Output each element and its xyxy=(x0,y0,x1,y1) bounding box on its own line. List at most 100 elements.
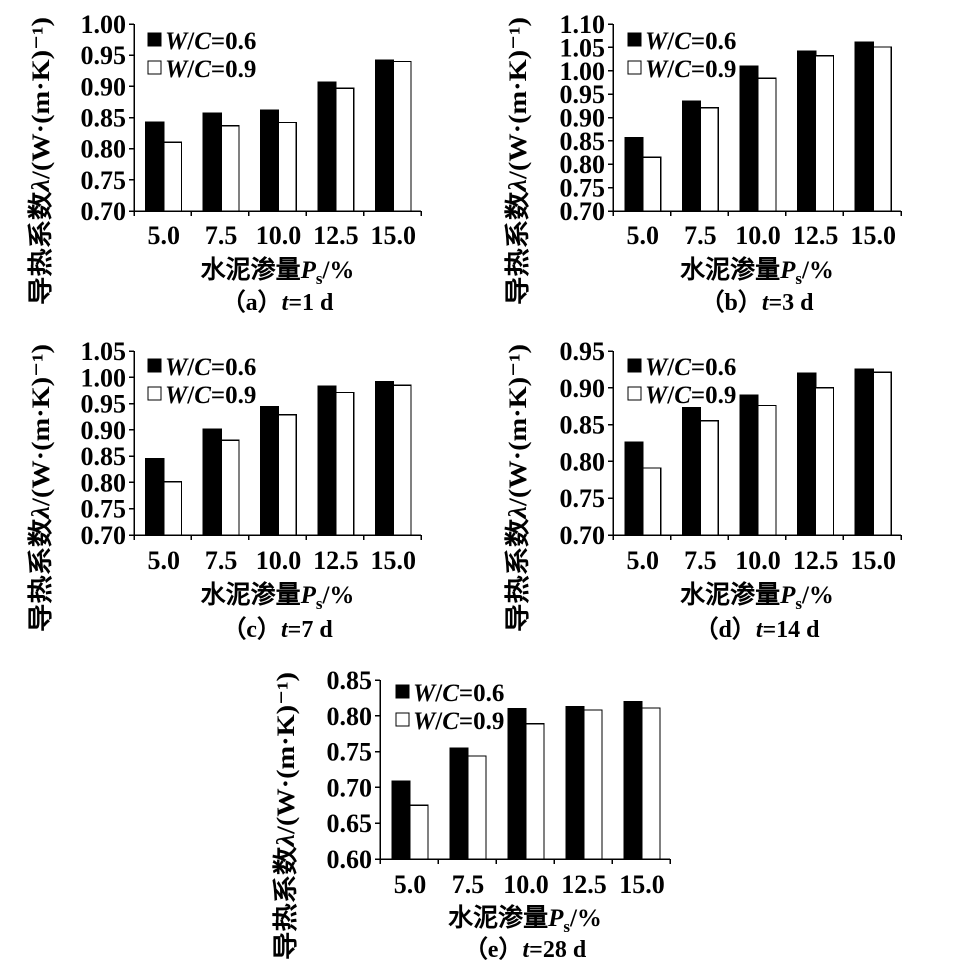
panel-d-y-axis-label: 导热系数λ/(W·(m·K)⁻¹) xyxy=(504,344,532,632)
panel-a-bar-s2-c4 xyxy=(335,87,355,212)
panel-a-y-tick-label: 0.75 xyxy=(81,166,127,195)
text-run: /% xyxy=(801,582,834,609)
panel-b-y-tick-label: 1.05 xyxy=(560,33,606,62)
panel-e-y-tick-label: 0.80 xyxy=(327,702,373,731)
panel-c-legend-swatch-2 xyxy=(147,386,162,401)
panel-c-bar-s1-c5 xyxy=(374,380,394,536)
panel-e-bar-s2-c2 xyxy=(467,755,487,860)
panel-a-category-label: 15.0 xyxy=(371,221,417,250)
text-run: C xyxy=(442,708,459,735)
text-run: t xyxy=(281,617,289,643)
panel-b-y-tick-label: 0.90 xyxy=(560,104,606,133)
text-run: C xyxy=(674,28,691,55)
panel-d-bar-s2-c3 xyxy=(757,404,777,536)
panel-c-y-tick-label: 0.75 xyxy=(81,495,127,524)
text-run: /% xyxy=(569,905,602,932)
text-run: 水泥渗量 xyxy=(680,255,780,284)
panel-b-y-tick-label: 0.85 xyxy=(560,127,606,156)
panel-a: 0.700.750.800.85 0.900.951.00 5.0 7.5 10.0 12… xyxy=(27,10,422,316)
text-run: 水泥渗量 xyxy=(448,903,548,932)
panel-d-bar-s1-c3 xyxy=(739,394,759,536)
text-run: =0.6 xyxy=(691,28,737,55)
panel-b-category-label: 10.0 xyxy=(735,221,781,250)
text-run: W xyxy=(645,56,669,83)
panel-e-y-tick-label: 0.70 xyxy=(327,773,373,802)
text-run: λ xyxy=(505,506,532,520)
panel-c-legend-label-1: W/C=0.6 xyxy=(165,354,256,381)
text-run: s xyxy=(316,594,323,613)
panel-a-bar-s2-c1 xyxy=(163,141,183,212)
text-run: （b） xyxy=(700,289,761,316)
text-run: W xyxy=(165,28,189,55)
panel-e-bar-s1-c2 xyxy=(449,747,469,860)
panel-b-category-label: 5.0 xyxy=(627,221,660,250)
text-run: λ xyxy=(28,506,55,520)
panel-c-x-axis-label: 水泥渗量Ps/% xyxy=(201,580,355,613)
panel-d-y-tick-label: 0.75 xyxy=(560,484,606,513)
panel-a-bar-s1-c3 xyxy=(260,109,280,212)
text-run: 导热系数 xyxy=(27,190,55,305)
panel-c-y-tick-label: 0.90 xyxy=(81,416,127,445)
panel-e-bar-s1-c1 xyxy=(391,780,411,860)
text-run: λ xyxy=(273,834,300,848)
text-run: =0.6 xyxy=(459,680,505,707)
text-run: P xyxy=(300,257,317,284)
text-run: C xyxy=(194,354,211,381)
text-run: W xyxy=(645,28,669,55)
panel-e-y-tick-label: 0.85 xyxy=(327,666,373,695)
text-run: P xyxy=(779,582,796,609)
text-run: W xyxy=(645,354,669,381)
text-run: =0.6 xyxy=(211,28,257,55)
text-run: C xyxy=(194,56,211,83)
text-run: =14 d xyxy=(763,617,821,643)
text-run: s xyxy=(795,594,802,613)
panel-b-y-tick-label: 0.70 xyxy=(560,197,606,226)
panel-e-legend-swatch-1 xyxy=(395,684,410,699)
text-run: P xyxy=(779,257,796,284)
panel-a-category-label: 12.5 xyxy=(313,221,359,250)
text-run: / xyxy=(666,28,675,55)
panel-d-bar-s2-c4 xyxy=(814,387,835,536)
text-run: =28 d xyxy=(529,937,587,963)
panel-c-y-tick-label: 0.70 xyxy=(81,521,127,550)
text-run: / xyxy=(186,28,195,55)
text-run: W xyxy=(165,382,189,409)
panel-d-y-tick-label: 0.70 xyxy=(560,521,606,550)
panel-b-legend-label-1: W/C=0.6 xyxy=(645,28,736,55)
text-run: / xyxy=(666,56,675,83)
panel-a-bar-s1-c1 xyxy=(145,121,165,212)
text-run: s xyxy=(316,269,323,288)
text-run: 导热系数 xyxy=(504,517,532,632)
panel-a-y-tick-label: 0.80 xyxy=(81,135,127,164)
text-run: =0.9 xyxy=(211,56,257,83)
text-run: =0.9 xyxy=(691,382,737,409)
text-run: =0.9 xyxy=(459,708,505,735)
text-run: / xyxy=(666,354,675,381)
panel-a-category-label: 10.0 xyxy=(256,221,302,250)
panel-a-y-tick-label: 0.70 xyxy=(81,197,127,226)
panel-c-y-axis-label: 导热系数λ/(W·(m·K)⁻¹) xyxy=(27,344,55,632)
panel-b-y-tick-label: 0.95 xyxy=(560,80,606,109)
text-run: C xyxy=(674,354,691,381)
text-run: C xyxy=(194,382,211,409)
text-run: C xyxy=(194,28,211,55)
panel-b-bar-s2-c2 xyxy=(699,107,719,212)
text-run: t xyxy=(756,617,764,643)
panel-b-caption: （b）t=3 d xyxy=(700,289,814,316)
panel-b-bar-s2-c1 xyxy=(642,156,662,212)
panel-b-legend-label-2: W/C=0.9 xyxy=(645,56,736,83)
panel-d-bar-s1-c2 xyxy=(681,407,702,536)
text-run: /(W·(m·K)⁻¹) xyxy=(505,17,532,180)
text-run: t xyxy=(282,290,290,316)
panel-b-y-axis-label: 导热系数λ/(W·(m·K)⁻¹) xyxy=(504,17,532,305)
panel-e-y-tick-label: 0.65 xyxy=(327,809,373,838)
text-run: /% xyxy=(321,582,354,609)
panel-b-y-tick-label: 1.10 xyxy=(560,10,606,39)
panel-d-y-tick-label: 0.95 xyxy=(560,337,606,366)
panel-c-bar-s1-c1 xyxy=(145,458,165,536)
text-run: 导热系数 xyxy=(504,190,532,305)
panel-a-category-label: 7.5 xyxy=(205,221,238,250)
text-run: （a） xyxy=(222,289,282,316)
